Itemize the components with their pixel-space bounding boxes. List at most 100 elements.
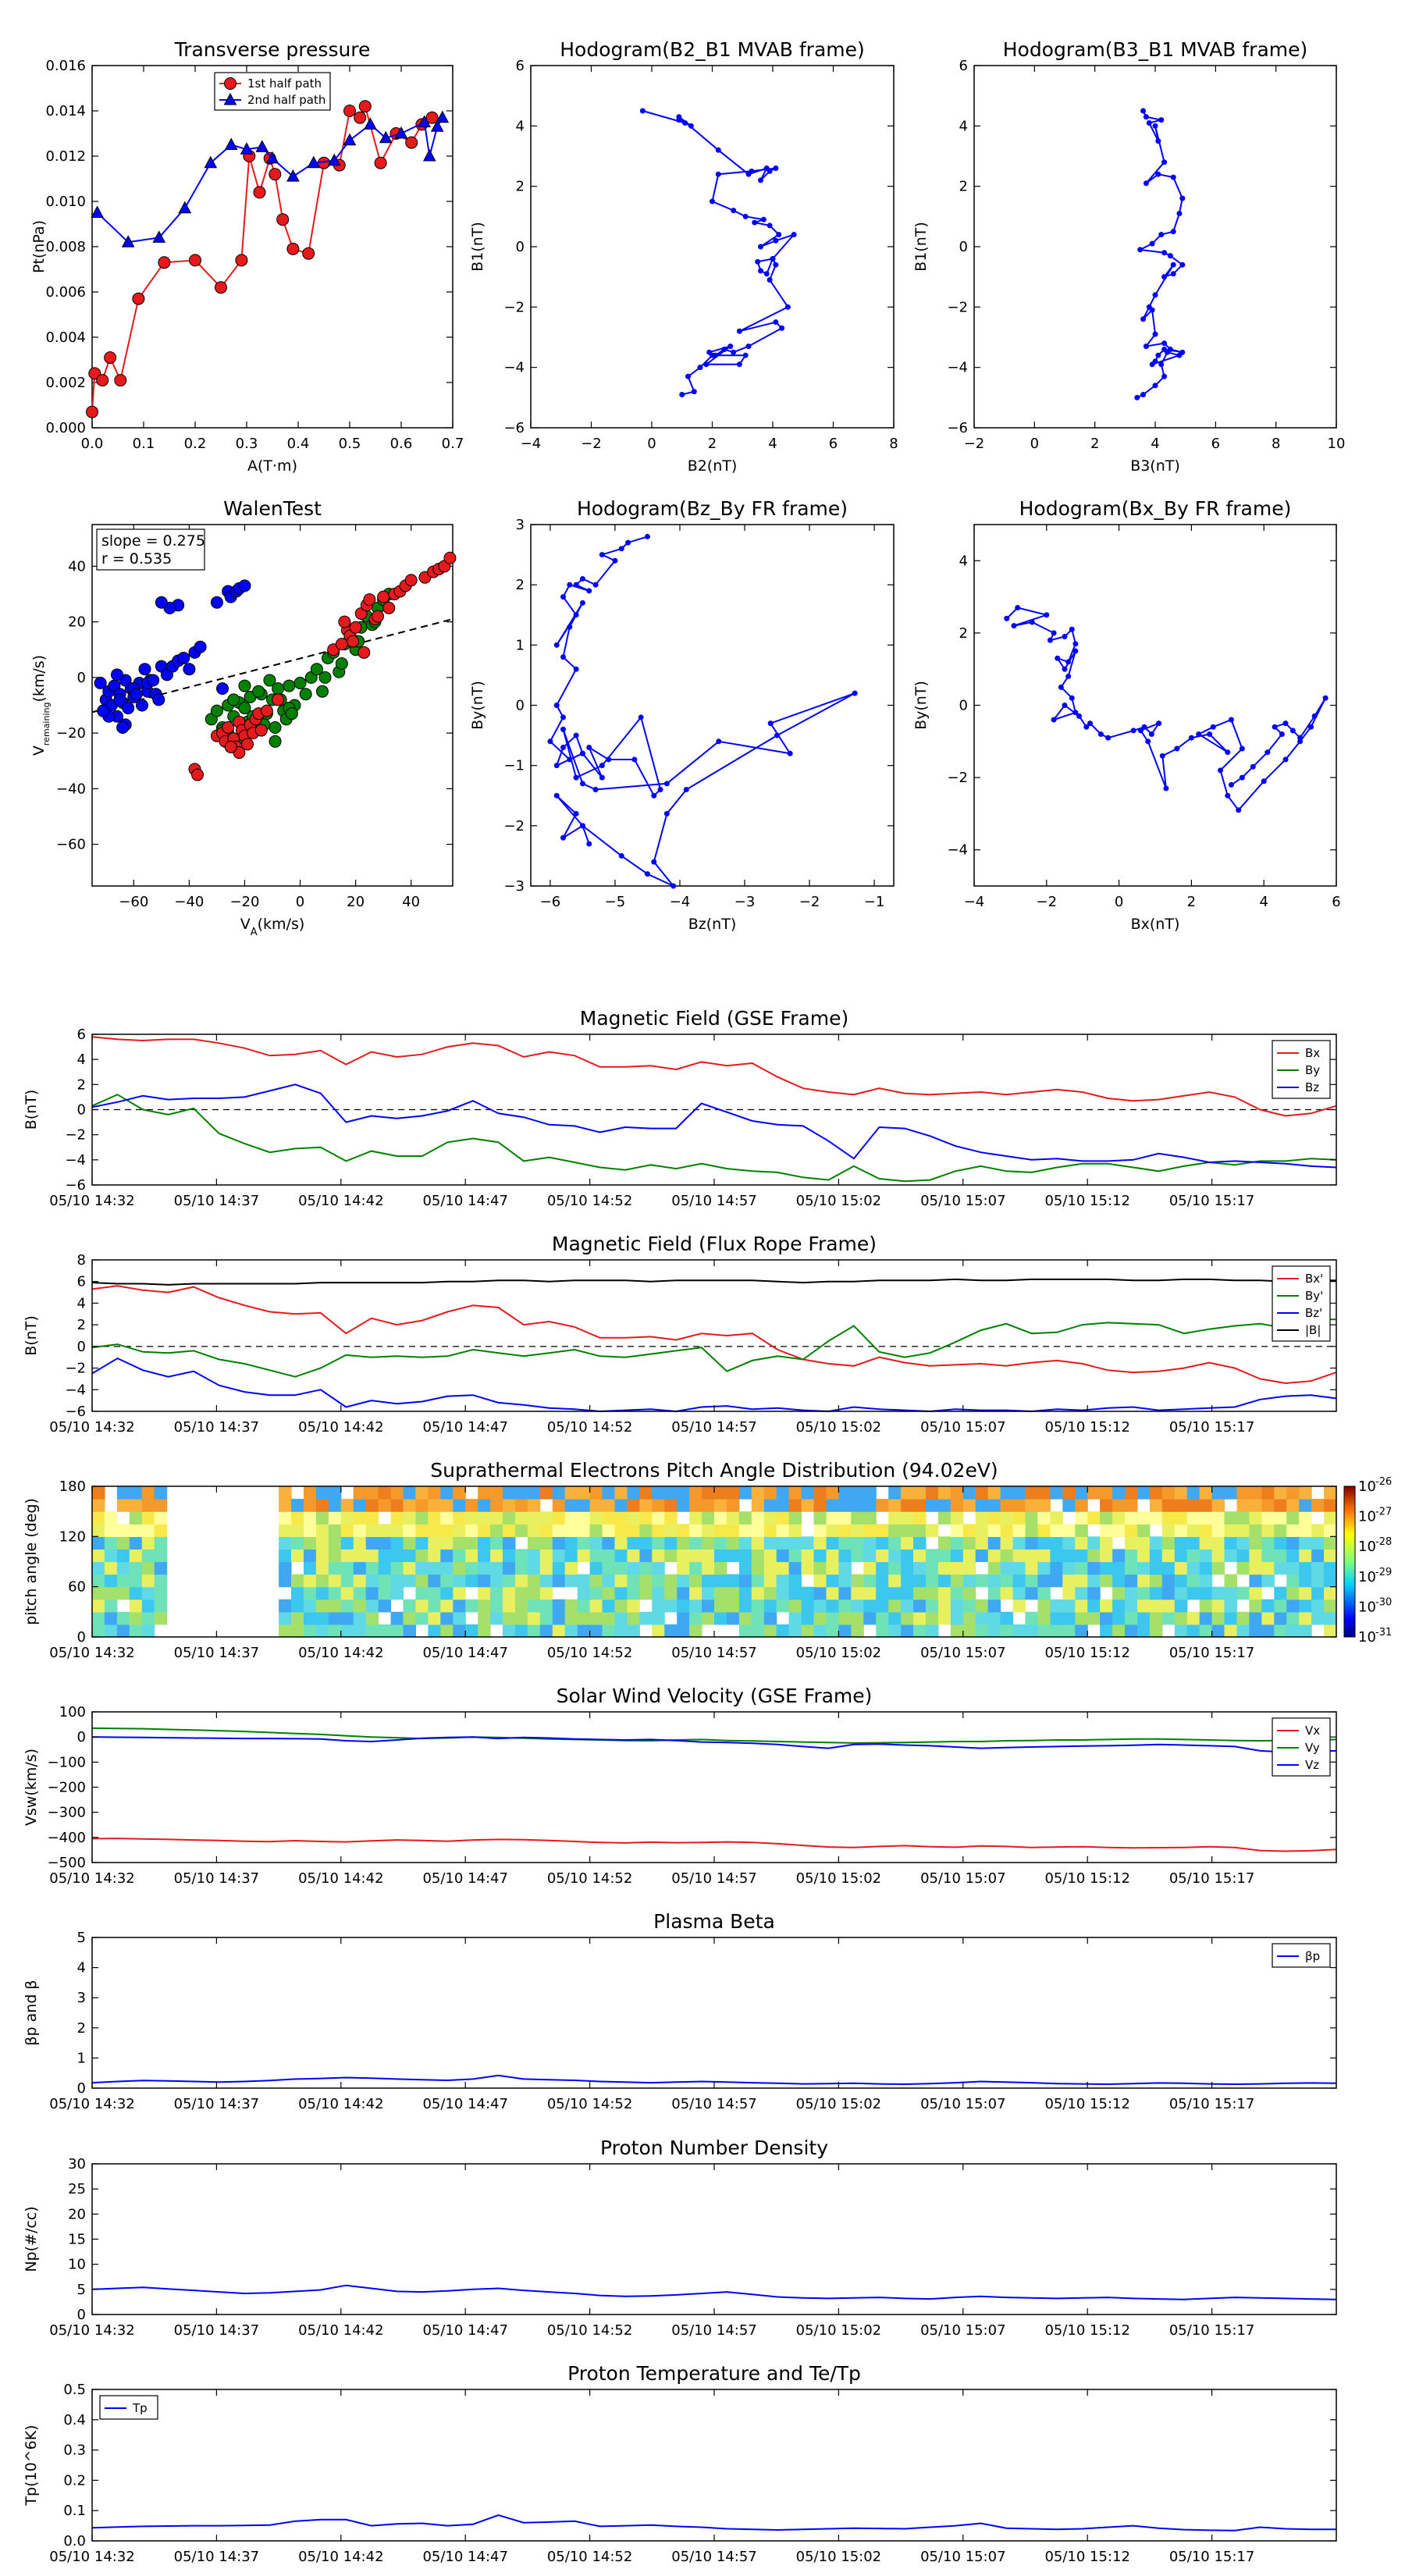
heatmap-cell — [415, 1486, 429, 1500]
heatmap-cell — [813, 1549, 827, 1563]
heatmap-cell — [141, 1511, 155, 1525]
heatmap-cell — [552, 1624, 566, 1638]
heatmap-cell — [129, 1536, 143, 1550]
heatmap-cell — [1037, 1611, 1051, 1625]
heatmap-cell — [1087, 1561, 1101, 1575]
heatmap-cell — [627, 1486, 640, 1500]
heatmap-cell — [1261, 1499, 1275, 1512]
data-point — [1065, 659, 1072, 665]
heatmap-cell — [726, 1611, 740, 1625]
heatmap-cell — [340, 1524, 354, 1537]
heatmap-cell — [788, 1561, 802, 1575]
heatmap-cell — [1100, 1499, 1113, 1512]
heatmap-cell — [702, 1574, 715, 1588]
heatmap-cell — [714, 1586, 727, 1600]
heatmap-cell — [1311, 1599, 1325, 1613]
heatmap-cell — [652, 1486, 665, 1500]
heatmap-cell — [614, 1611, 628, 1625]
y-axis-label: Np(#/cc) — [23, 2206, 40, 2272]
heatmap-cell — [1000, 1549, 1014, 1563]
heatmap-cell — [950, 1561, 964, 1575]
data-point — [579, 600, 585, 606]
heatmap-cell — [776, 1574, 790, 1588]
y-tick-label: 4 — [77, 1051, 86, 1068]
heatmap-cell — [1125, 1499, 1138, 1512]
series-line — [91, 1278, 1336, 1286]
heatmap-cell — [353, 1524, 367, 1537]
heatmap-cell — [1000, 1586, 1014, 1600]
heatmap-cell — [577, 1599, 591, 1613]
x-tick-label: 05/10 14:57 — [671, 1193, 756, 1209]
data-point — [736, 361, 742, 368]
heatmap-cell — [813, 1524, 827, 1537]
series-line — [96, 117, 443, 244]
x-tick-label: 05/10 14:57 — [671, 1419, 756, 1436]
heatmap-cell — [813, 1499, 827, 1512]
data-point — [638, 714, 644, 720]
heatmap-cell — [515, 1586, 528, 1600]
heatmap-cell — [926, 1561, 939, 1575]
data-point — [573, 732, 579, 738]
x-tick-label: 05/10 15:17 — [1169, 2096, 1254, 2112]
heatmap-cell — [702, 1486, 715, 1500]
heatmap-cell — [141, 1549, 155, 1563]
heatmap-cell — [403, 1611, 416, 1625]
data-point — [253, 186, 266, 199]
heatmap-cell — [1199, 1524, 1213, 1537]
heatmap-cell — [1012, 1624, 1026, 1638]
heatmap-cell — [403, 1574, 416, 1588]
heatmap-cell — [937, 1536, 951, 1550]
heatmap-cell — [838, 1611, 852, 1625]
heatmap-cell — [390, 1549, 404, 1563]
data-point — [1311, 713, 1318, 719]
data-point — [269, 720, 282, 734]
x-tick-label: 8 — [1272, 436, 1280, 452]
x-tick-label: 05/10 14:32 — [49, 1645, 134, 1661]
heatmap-cell — [129, 1574, 143, 1588]
data-point — [358, 100, 372, 113]
x-tick-label: 05/10 15:07 — [920, 2549, 1005, 2565]
x-tick-label: 05/10 15:12 — [1044, 2322, 1129, 2339]
data-point — [612, 557, 618, 564]
data-point — [752, 219, 758, 226]
data-point — [1322, 695, 1329, 701]
heatmap-cell — [527, 1611, 541, 1625]
heatmap-cell — [1236, 1561, 1250, 1575]
heatmap-cell — [1100, 1536, 1113, 1550]
data-point — [436, 110, 450, 123]
heatmap-cell — [776, 1561, 790, 1575]
data-point — [1137, 247, 1144, 253]
heatmap-cell — [304, 1511, 317, 1525]
x-tick-label: 2 — [708, 436, 717, 452]
heatmap-cell — [1286, 1561, 1300, 1575]
y-tick-label: −4 — [65, 1152, 86, 1169]
data-point — [1105, 735, 1112, 741]
heatmap-cell — [826, 1486, 839, 1500]
heatmap-cell — [1050, 1611, 1063, 1625]
heatmap-cell — [664, 1549, 678, 1563]
heatmap-cell — [104, 1511, 118, 1525]
legend-entry: |B| — [1305, 1323, 1321, 1337]
x-tick-label: −20 — [229, 894, 259, 910]
data-point — [710, 352, 715, 358]
heatmap-cell — [1324, 1549, 1337, 1563]
heatmap-cell — [1062, 1561, 1076, 1575]
heatmap-cell — [1112, 1624, 1126, 1638]
heatmap-cell — [141, 1524, 155, 1537]
x-tick-label: 0.4 — [287, 436, 310, 452]
data-point — [1264, 749, 1271, 756]
x-tick-label: 05/10 14:47 — [422, 1193, 507, 1209]
y-tick-label: 3 — [516, 517, 525, 533]
heatmap-cell — [987, 1561, 1001, 1575]
y-tick-label: 0.008 — [45, 239, 86, 255]
heatmap-cell — [1186, 1611, 1200, 1625]
data-point — [1297, 735, 1304, 741]
data-point — [773, 165, 779, 171]
plot-frame — [91, 524, 454, 887]
x-tick-label: 05/10 15:07 — [920, 2322, 1005, 2339]
heatmap-cell — [1249, 1511, 1262, 1525]
heatmap-cell — [527, 1549, 541, 1563]
data-point — [372, 610, 385, 623]
data-point — [382, 601, 396, 614]
series-line — [91, 1318, 1336, 1378]
